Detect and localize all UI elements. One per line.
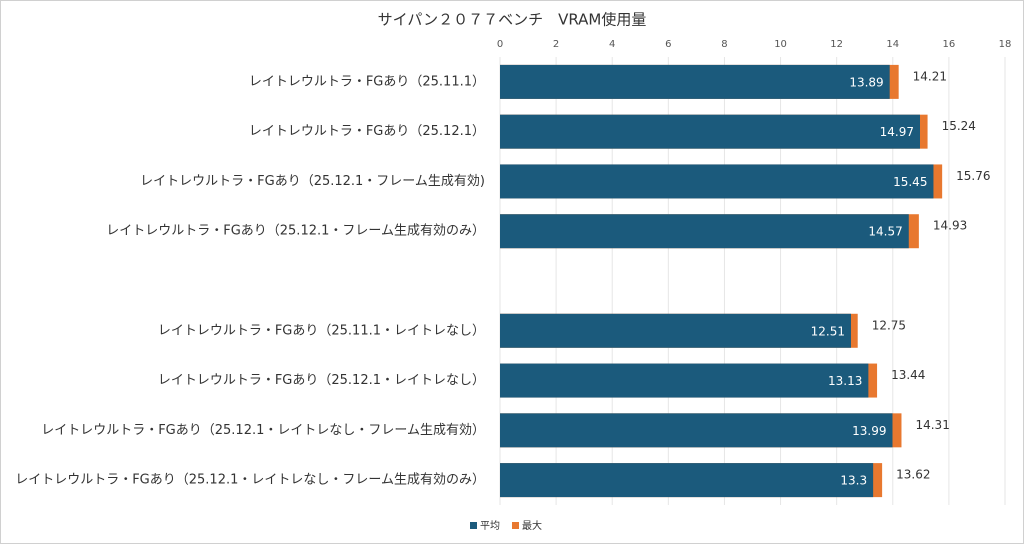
y-tick-label: レイトレウルトラ・FGあり（25.12.1・レイトレなし） <box>158 373 485 388</box>
data-label: 14.57 <box>868 225 902 239</box>
data-label: 12.75 <box>872 318 906 332</box>
data-label: 14.97 <box>880 125 914 139</box>
chart-title: サイパン２０７７ベンチ VRAM使用量 <box>378 11 647 29</box>
bar <box>500 413 893 448</box>
data-label: 13.99 <box>852 424 886 438</box>
bar <box>500 64 890 99</box>
bar <box>500 463 874 498</box>
y-tick-label: レイトレウルトラ・FGあり（25.12.1・フレーム生成有効のみ） <box>106 224 485 239</box>
bar <box>500 313 851 348</box>
x-tick-label: 4 <box>609 39 615 50</box>
x-tick-label: 8 <box>721 39 727 50</box>
bar <box>500 214 909 249</box>
data-label: 15.45 <box>893 175 927 189</box>
legend-swatch <box>512 522 519 529</box>
y-tick-label: レイトレウルトラ・FGあり（25.12.1） <box>249 124 485 139</box>
data-label: 13.89 <box>849 75 883 89</box>
data-label: 14.31 <box>915 418 949 432</box>
legend-label: 平均 <box>480 520 500 532</box>
x-tick-label: 12 <box>830 39 843 50</box>
y-tick-label: レイトレウルトラ・FGあり（25.12.1・レイトレなし・フレーム生成有効） <box>41 423 485 438</box>
y-tick-label: レイトレウルトラ・FGあり（25.11.1） <box>249 74 485 89</box>
data-label: 13.62 <box>896 468 930 482</box>
data-label: 12.51 <box>811 324 845 338</box>
x-tick-label: 14 <box>886 39 899 50</box>
data-label: 15.76 <box>956 169 990 183</box>
x-tick-label: 16 <box>943 39 956 50</box>
x-tick-label: 18 <box>999 39 1012 50</box>
y-tick-label: レイトレウルトラ・FGあり（25.11.1・レイトレなし） <box>158 323 485 338</box>
y-tick-label: レイトレウルトラ・FGあり（25.12.1・フレーム生成有効) <box>140 174 485 189</box>
bar <box>500 164 934 199</box>
x-tick-label: 6 <box>665 39 671 50</box>
data-label: 14.21 <box>913 69 947 83</box>
legend-label: 最大 <box>522 519 542 532</box>
data-label: 13.44 <box>891 368 925 382</box>
data-label: 13.13 <box>828 374 862 388</box>
y-tick-label: レイトレウルトラ・FGあり（25.12.1・レイトレなし・フレーム生成有効のみ） <box>15 473 485 488</box>
x-tick-label: 2 <box>553 39 559 50</box>
bar <box>500 363 869 398</box>
data-label: 15.24 <box>942 119 976 133</box>
legend-swatch <box>470 522 477 529</box>
data-label: 13.3 <box>840 474 867 488</box>
bar <box>500 114 920 149</box>
x-tick-label: 0 <box>497 39 503 50</box>
data-label: 14.93 <box>933 219 967 233</box>
x-tick-label: 10 <box>774 39 787 50</box>
